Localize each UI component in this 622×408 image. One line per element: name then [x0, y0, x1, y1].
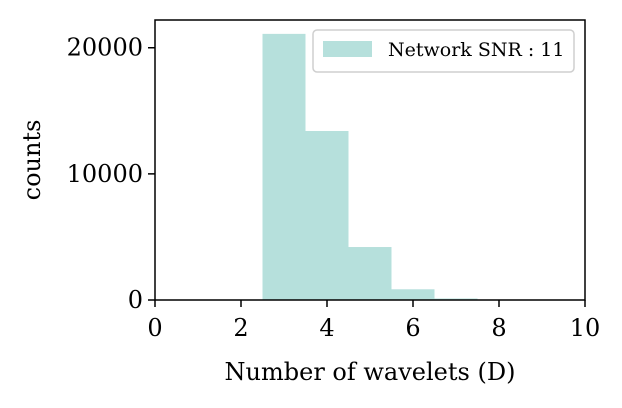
- legend: Network SNR : 11: [312, 29, 575, 73]
- histogram-bar: [434, 298, 478, 300]
- legend-label: Network SNR : 11: [388, 39, 564, 61]
- x-tick-label: 4: [319, 314, 334, 342]
- y-tick-label: 0: [128, 286, 143, 314]
- x-axis-label: Number of wavelets (D): [225, 358, 516, 386]
- y-axis-label: counts: [18, 120, 46, 201]
- y-axis-ticks: 0 10000 20000: [67, 34, 155, 314]
- x-tick-label: 10: [570, 314, 601, 342]
- x-tick-label: 6: [405, 314, 420, 342]
- plot-frame: [154, 19, 586, 301]
- histogram-bar: [391, 289, 435, 300]
- x-axis-ticks: 0 2 4 6 8 10: [147, 300, 600, 342]
- y-tick-label: 10000: [67, 160, 143, 188]
- histogram-bar: [262, 33, 306, 301]
- y-tick-label: 20000: [67, 34, 143, 62]
- x-tick-label: 8: [491, 314, 506, 342]
- histogram-bar: [348, 247, 392, 300]
- bars-group: [262, 33, 478, 301]
- x-tick-label: 0: [147, 314, 162, 342]
- x-tick-label: 2: [233, 314, 248, 342]
- histogram-bar: [305, 130, 349, 300]
- legend-box: [312, 29, 575, 73]
- legend-swatch: [323, 41, 372, 57]
